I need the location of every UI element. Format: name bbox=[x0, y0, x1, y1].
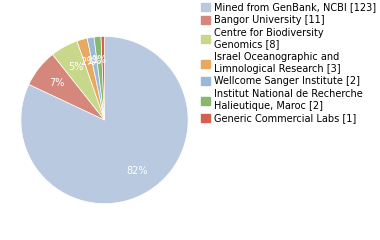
Wedge shape bbox=[87, 37, 105, 120]
Text: 1%: 1% bbox=[92, 55, 107, 65]
Wedge shape bbox=[29, 54, 104, 120]
Text: 1%: 1% bbox=[87, 56, 102, 66]
Text: 7%: 7% bbox=[50, 78, 65, 88]
Legend: Mined from GenBank, NCBI [123], Bangor University [11], Centre for Biodiversity
: Mined from GenBank, NCBI [123], Bangor U… bbox=[201, 2, 376, 124]
Wedge shape bbox=[101, 36, 105, 120]
Text: 82%: 82% bbox=[126, 166, 147, 176]
Text: 5%: 5% bbox=[68, 62, 83, 72]
Wedge shape bbox=[94, 36, 105, 120]
Wedge shape bbox=[52, 41, 104, 120]
Wedge shape bbox=[77, 38, 104, 120]
Text: 2%: 2% bbox=[81, 57, 96, 67]
Wedge shape bbox=[21, 36, 188, 204]
